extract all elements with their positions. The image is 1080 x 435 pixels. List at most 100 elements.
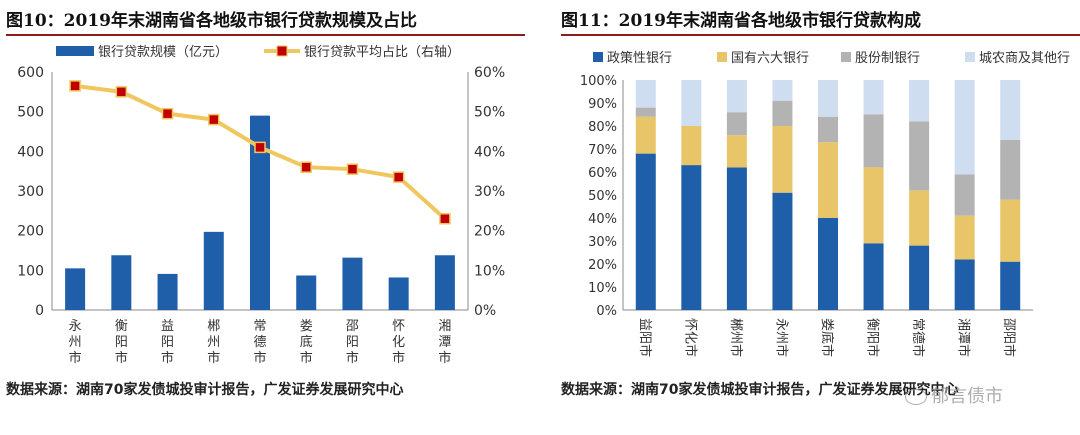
x-tick-label: 邵阳市 xyxy=(1001,318,1017,357)
stacked-bar-segment xyxy=(726,167,747,310)
stacked-bar-segment xyxy=(909,80,930,122)
stacked-bar-segment xyxy=(909,190,930,246)
bar xyxy=(203,231,224,310)
stacked-bar-segment xyxy=(681,80,702,126)
y-tick-label: 40% xyxy=(588,212,617,227)
stacked-bar-segment xyxy=(772,100,793,126)
y2-tick-label: 50% xyxy=(474,105,505,121)
y2-tick-label: 10% xyxy=(474,263,505,279)
stacked-bar-segment xyxy=(635,80,656,108)
y-tick-label: 30% xyxy=(588,235,617,250)
y-tick-label: 400 xyxy=(17,144,44,160)
right-source-note: 数据来源：湖南70家发债城投审计报告，广发证券发展研究中心 xyxy=(561,382,959,398)
stacked-bar-segment xyxy=(1000,199,1021,262)
x-tick-label: 郴州市 xyxy=(207,319,220,366)
stacked-bar-segment xyxy=(635,116,656,154)
x-tick-label: 湘潭市 xyxy=(956,318,972,357)
watermark: 郁言债市 xyxy=(905,382,1003,408)
stacked-bar-segment xyxy=(818,218,838,310)
bar xyxy=(157,273,178,310)
wechat-icon xyxy=(905,389,927,405)
right-chart-panel: 图11：2019年末湖南省各地级市银行贷款构成 0% 10% 20% 30% 40% 50… xyxy=(555,0,1080,435)
x-tick-label-group: 郴州市 xyxy=(728,318,744,357)
x-tick-label: 怀化市 xyxy=(392,319,405,366)
x-tick-label: 永州市 xyxy=(773,318,789,357)
line-point xyxy=(115,86,128,98)
y-tick-label: 0 xyxy=(35,303,44,319)
bar xyxy=(296,275,317,310)
x-tick-label: 衡阳市 xyxy=(865,318,881,357)
x-tick-label: 益阳市 xyxy=(637,318,653,357)
x-tick-label-group: 衡阳市 xyxy=(865,318,881,357)
y2-tick-label: 60% xyxy=(474,65,505,81)
x-tick-label-group: 娄底市 xyxy=(819,318,835,357)
legend-label: 股份制银行 xyxy=(855,51,920,66)
stacked-bar-segment xyxy=(954,174,975,216)
y-tick-label: 80% xyxy=(588,120,617,135)
x-tick-label: 邵阳市 xyxy=(346,319,359,366)
line-point xyxy=(254,141,266,154)
y-tick-label: 20% xyxy=(588,258,617,273)
stacked-bar-segment xyxy=(726,135,747,168)
left-title-rule xyxy=(6,34,525,36)
stacked-bar-segment xyxy=(863,80,884,115)
legend-swatch xyxy=(965,52,975,62)
line-point xyxy=(392,171,405,183)
stacked-bar-segment xyxy=(863,167,884,244)
x-tick-label: 娄底市 xyxy=(819,318,835,357)
x-tick-label: 娄底市 xyxy=(300,319,313,366)
stacked-bar-segment xyxy=(863,114,884,168)
legend-swatch xyxy=(717,52,727,62)
stacked-bar-segment xyxy=(635,153,656,310)
stacked-bar-segment xyxy=(772,192,793,310)
x-tick-label: 常德市 xyxy=(910,318,926,357)
left-chart: 0 100 200 300 400 500 600 0% 10% 20% 30% 40% 50% 60% 永… xyxy=(17,45,505,366)
bar xyxy=(342,257,363,310)
y2-tick-label: 30% xyxy=(474,184,505,200)
stacked-bar-segment xyxy=(818,80,838,117)
stacked-bar-segment xyxy=(954,80,975,175)
legend-swatch-bar xyxy=(56,46,94,56)
stacked-bar-segment xyxy=(1000,139,1021,200)
legend-label: 政策性银行 xyxy=(607,50,672,66)
x-tick-label-group: 益阳市 xyxy=(637,318,653,357)
right-title-rule xyxy=(561,34,1080,36)
stacked-bar-segment xyxy=(909,121,930,191)
line-point xyxy=(161,107,174,120)
stacked-bar-segment xyxy=(954,215,975,260)
bar xyxy=(434,255,455,310)
y-tick-label: 60% xyxy=(588,166,617,181)
y-tick-label: 300 xyxy=(17,184,44,200)
y-tick-label: 90% xyxy=(588,97,617,112)
x-tick-label: 衡阳市 xyxy=(115,319,128,366)
y-tick-label: 100% xyxy=(580,74,617,89)
stacked-bar-segment xyxy=(818,116,838,143)
legend-label: 银行贷款平均占比（右轴） xyxy=(304,45,460,60)
x-tick-label: 郴州市 xyxy=(728,318,744,357)
x-tick-label-group: 永州市 xyxy=(773,318,789,357)
line-point xyxy=(69,80,81,92)
bar xyxy=(111,255,132,310)
x-tick-label: 益阳市 xyxy=(161,319,174,366)
y-tick-label: 70% xyxy=(588,143,617,158)
y-tick-label: 600 xyxy=(17,65,44,81)
left-chart-title: 图10：2019年末湖南省各地级市银行贷款规模及占比 xyxy=(6,11,417,31)
x-tick-label: 常德市 xyxy=(253,319,266,366)
line-point xyxy=(346,163,359,175)
stacked-bar-segment xyxy=(726,80,747,113)
bar xyxy=(65,268,86,310)
stacked-bar-segment xyxy=(818,142,838,218)
stacked-bar-segment xyxy=(772,80,793,101)
stacked-bar-segment xyxy=(954,259,975,310)
line-point xyxy=(208,113,220,126)
bar xyxy=(250,115,270,310)
y2-tick-label: 40% xyxy=(474,144,505,160)
stacked-bar-segment xyxy=(681,165,702,310)
y-tick-label: 50% xyxy=(588,189,617,204)
stacked-bar-segment xyxy=(1000,261,1021,310)
stacked-bar-segment xyxy=(909,245,930,310)
y-tick-label: 10% xyxy=(588,281,617,296)
x-tick-label-group: 邵阳市 xyxy=(1001,318,1017,357)
y-tick-label: 100 xyxy=(17,263,44,279)
x-tick-label-group: 湘潭市 xyxy=(956,318,972,357)
